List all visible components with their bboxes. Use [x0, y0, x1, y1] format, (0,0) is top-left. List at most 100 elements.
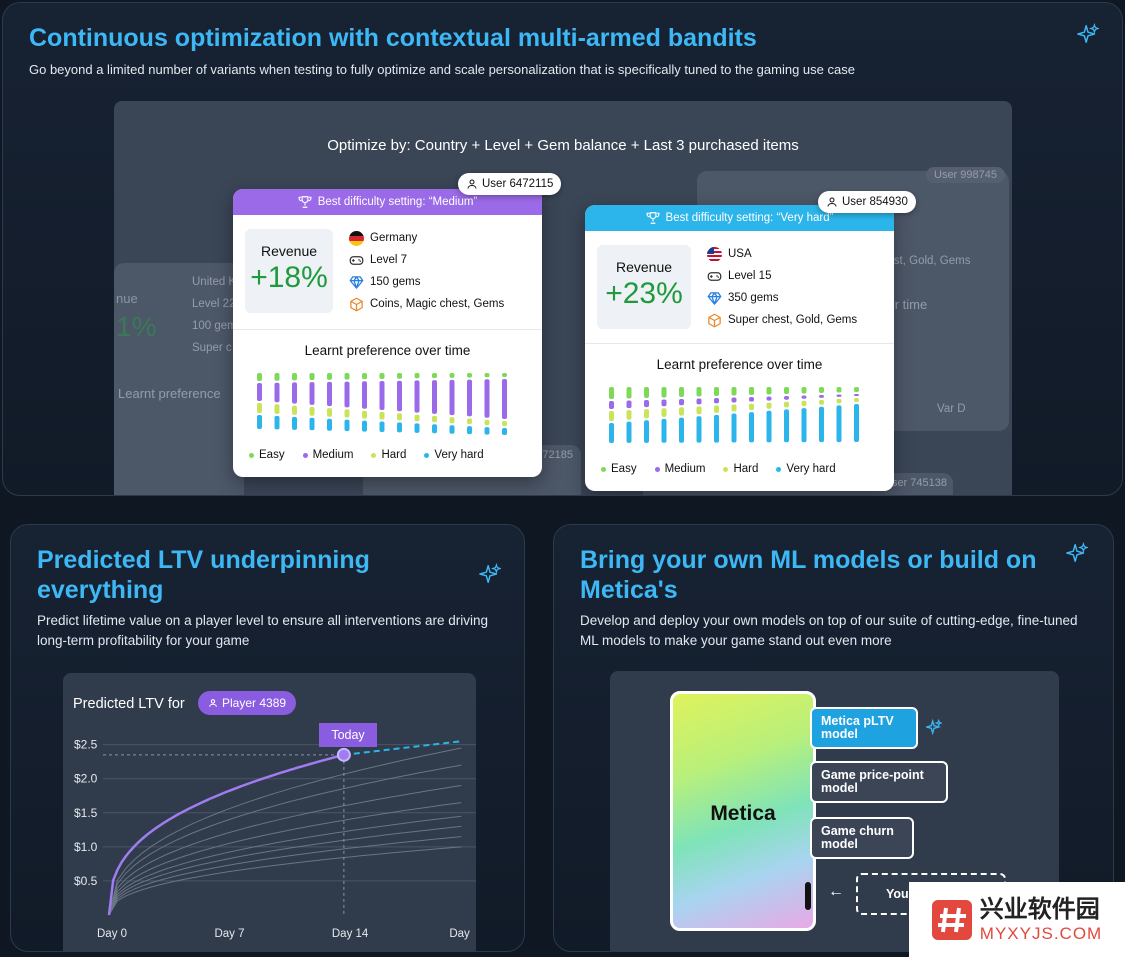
ltv-chart-card: Predicted LTV for Player 4389 $2.5 $2.0 $1…: [63, 673, 476, 951]
pref-bar-segment: [766, 402, 772, 409]
pref-bar-segment: [696, 398, 702, 405]
pref-bar-segment: [292, 416, 297, 430]
pref-bar-segment: [274, 373, 280, 381]
model-metica-pltv[interactable]: Metica pLTV model: [810, 707, 918, 749]
pref-bar-segment: [362, 420, 367, 432]
pref-bar-segment: [749, 403, 754, 411]
model-churn[interactable]: Game churn model: [810, 817, 914, 859]
pref-bar-segment: [449, 373, 455, 378]
pref-bar-segment: [257, 383, 262, 401]
pref-bar-segment: [801, 395, 807, 399]
difficulty-legend: Easy Medium Hard Very hard: [249, 449, 484, 461]
ltv-chart: $2.5 $2.0 $1.5 $1.0 $0.5 Day 0 Day 7 Day 14 Day: [74, 738, 476, 940]
box-icon: [708, 313, 721, 327]
phone-notch: [805, 882, 811, 910]
watermark-url: MYXYJS.COM: [979, 923, 1103, 943]
pref-bar-segment: [609, 423, 614, 443]
sparkle-icon: [1066, 542, 1088, 562]
pref-bar-segment: [467, 418, 472, 425]
pref-bar-segment: [749, 412, 754, 443]
pref-bar-segment: [679, 407, 684, 416]
level-text: Level 7: [370, 254, 408, 266]
pref-bar-segment: [766, 410, 772, 443]
pref-bar-segment: [502, 373, 507, 377]
pref-bar-segment: [731, 413, 737, 443]
ghost-text: 1%: [116, 311, 157, 342]
usa-flag-icon: [707, 246, 722, 262]
x-tick-label: Day 7: [214, 928, 244, 940]
gem-icon: [707, 291, 722, 305]
phone: Metica: [670, 691, 816, 931]
pref-bar-segment: [292, 373, 297, 381]
pref-bar-segment: [292, 382, 297, 404]
user-pill-right: User 854930: [818, 191, 916, 213]
ghost-user: 772185: [536, 449, 573, 461]
revenue-box: Revenue +18%: [245, 229, 333, 313]
legend-very-hard: Very hard: [424, 449, 484, 461]
sparkle-icon: [1077, 23, 1099, 43]
pref-bar-segment: [731, 397, 737, 403]
card-divider: [585, 343, 894, 344]
attr-gems: 150 gems: [349, 271, 504, 293]
gamepad-icon: [349, 255, 364, 265]
pref-bar-segment: [344, 381, 350, 408]
pref-bar-segment: [784, 409, 789, 443]
pref-bar-segment: [836, 405, 842, 443]
pref-bar-segment: [449, 379, 455, 416]
ghost-text: Var D: [937, 403, 966, 415]
difficulty-legend: Easy Medium Hard Very hard: [601, 463, 836, 475]
ghost-text: hest, Gold, Gems: [881, 255, 971, 267]
pref-bar-segment: [414, 423, 420, 433]
pref-bar-segment: [661, 408, 667, 417]
pref-bar-segment: [379, 373, 385, 379]
pref-bar-segment: [327, 418, 332, 431]
y-tick-label: $2.0: [74, 772, 98, 786]
arrow-left-icon: ←: [828, 883, 844, 900]
pref-bar-segment: [344, 419, 350, 432]
pref-bar-segment: [467, 373, 472, 378]
cohort-curve: [108, 785, 462, 916]
pref-bar-segment: [432, 373, 437, 379]
pref-bar-segment: [362, 381, 367, 409]
ghost-text: United K: [192, 276, 237, 288]
sparkle-icon: [479, 563, 501, 583]
pref-bar-segment: [414, 414, 420, 422]
user-icon: [827, 197, 837, 207]
revenue-label: Revenue: [615, 259, 673, 275]
pref-bar-segment: [679, 417, 684, 443]
player-badge[interactable]: Player 4389: [198, 691, 297, 715]
pref-bar-segment: [274, 382, 280, 403]
pref-bar-segment: [327, 381, 332, 407]
card-divider: [233, 329, 542, 330]
pref-bar-segment: [397, 380, 402, 412]
box-icon: [350, 297, 363, 311]
card-header-text: Best difficulty setting: “Medium”: [317, 196, 478, 208]
pref-bar-segment: [379, 412, 385, 420]
pref-bar-segment: [609, 411, 614, 421]
watermark: 兴业软件园 MYXYJS.COM: [909, 882, 1125, 957]
ghost-card-left: nue 1% United K Level 22 100 gem Super c…: [114, 263, 244, 495]
pref-bar-segment: [432, 424, 437, 434]
ghost-text: nue: [116, 291, 138, 306]
pref-bar-segment: [327, 408, 332, 417]
pref-bar-segment: [484, 427, 490, 435]
bandits-title: Continuous optimization with contextual …: [29, 24, 757, 52]
preference-bars: [609, 387, 859, 443]
model-price-point[interactable]: Game price-point model: [810, 761, 948, 803]
ghost-text: Super c: [192, 342, 232, 354]
germany-flag-icon: [349, 230, 364, 246]
pref-bar-segment: [309, 373, 315, 381]
user-icon: [209, 699, 217, 707]
ghost-text: 100 gem: [192, 320, 237, 332]
items-text: Super chest, Gold, Gems: [728, 314, 858, 326]
pref-bar-segment: [784, 387, 789, 394]
user-attributes: Germany Level 7 150 gems Coins, Magic ch…: [349, 227, 504, 315]
pref-bar-segment: [661, 399, 667, 407]
phone-label: Metica: [710, 802, 776, 825]
revenue-value: +18%: [250, 261, 328, 294]
pref-bar-segment: [609, 387, 614, 399]
gems-text: 150 gems: [370, 276, 421, 288]
y-tick-label: $0.5: [74, 874, 98, 888]
pref-bar-segment: [644, 387, 649, 398]
x-tick-label: Day 14: [332, 928, 369, 940]
